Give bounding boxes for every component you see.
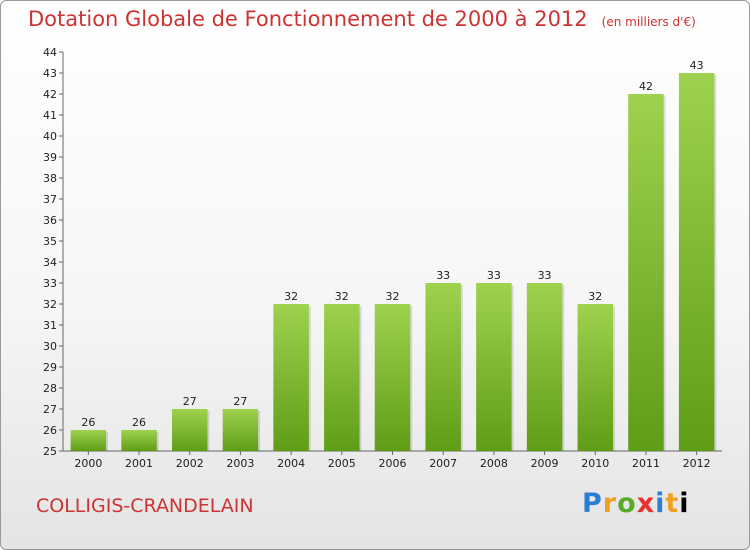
x-tick-label: 2001	[125, 457, 153, 470]
y-tick-label: 40	[43, 130, 57, 143]
x-tick-label: 2006	[379, 457, 407, 470]
bar	[324, 304, 360, 451]
y-tick-label: 42	[43, 88, 57, 101]
bar	[171, 409, 208, 451]
unit-text: (en milliers d'€)	[601, 15, 696, 29]
chart-title: Dotation Globale de Fonctionnement de 20…	[28, 7, 696, 31]
x-tick-label: 2008	[480, 457, 508, 470]
logo-letter: t	[665, 488, 680, 519]
y-tick-label: 33	[43, 277, 57, 290]
bar-value-label: 32	[588, 290, 602, 303]
y-tick-label: 30	[43, 340, 57, 353]
x-tick-label: 2010	[581, 457, 609, 470]
y-tick-label: 38	[43, 172, 57, 185]
x-tick-label: 2003	[226, 457, 254, 470]
bar	[577, 304, 614, 451]
x-tick-label: 2009	[531, 457, 559, 470]
bar	[526, 283, 563, 451]
bar-value-label: 26	[81, 416, 95, 429]
bar	[476, 283, 512, 451]
y-tick-label: 35	[43, 235, 57, 248]
title-text: Dotation Globale de Fonctionnement de 20…	[28, 7, 588, 31]
x-tick-label: 2004	[277, 457, 305, 470]
bar-value-label: 42	[639, 80, 653, 93]
bar-value-label: 33	[487, 269, 501, 282]
y-tick-label: 29	[43, 361, 57, 374]
y-tick-label: 43	[43, 67, 57, 80]
bar	[678, 73, 715, 451]
y-tick-label: 31	[43, 319, 57, 332]
logo-letter: o	[617, 488, 637, 519]
y-tick-label: 37	[43, 193, 57, 206]
y-tick-label: 28	[43, 382, 57, 395]
logo-letter: i	[655, 488, 666, 519]
x-tick-label: 2000	[74, 457, 102, 470]
logo-letter: P	[582, 488, 603, 519]
y-tick-label: 34	[43, 256, 57, 269]
bar-value-label: 26	[132, 416, 146, 429]
y-tick-label: 36	[43, 214, 57, 227]
x-tick-label: 2012	[683, 457, 711, 470]
logo-letter: i	[679, 488, 690, 519]
x-tick-label: 2005	[328, 457, 356, 470]
y-tick-label: 41	[43, 109, 57, 122]
bar-value-label: 43	[690, 59, 704, 72]
bar	[70, 430, 107, 451]
bar	[374, 304, 411, 451]
logo-letter: x	[636, 488, 656, 519]
x-tick-label: 2011	[632, 457, 660, 470]
x-tick-label: 2007	[429, 457, 457, 470]
y-tick-label: 25	[43, 445, 57, 458]
y-tick-label: 26	[43, 424, 57, 437]
bar	[121, 430, 157, 451]
bar-value-label: 32	[335, 290, 349, 303]
y-tick-label: 32	[43, 298, 57, 311]
y-tick-label: 39	[43, 151, 57, 164]
bar	[222, 409, 259, 451]
bar	[273, 304, 309, 451]
commune-name: COLLIGIS-CRANDELAIN	[36, 495, 254, 517]
bar-value-label: 33	[436, 269, 450, 282]
y-tick-label: 44	[43, 46, 57, 59]
bar	[425, 283, 461, 451]
proxiti-logo: Proxiti	[582, 488, 690, 519]
bar-value-label: 27	[183, 395, 197, 408]
bar-value-label: 33	[538, 269, 552, 282]
plot-area: 25 26 27 28 29 30 31 32 33 34 35 36 37 38 39 40 41 42 43 44…	[43, 46, 722, 470]
x-tick-label: 2002	[176, 457, 204, 470]
bar-value-label: 27	[233, 395, 247, 408]
bar-value-label: 32	[284, 290, 298, 303]
logo-letter: r	[602, 488, 618, 519]
y-tick-label: 27	[43, 403, 57, 416]
bar-value-label: 32	[386, 290, 400, 303]
bar	[628, 94, 664, 451]
